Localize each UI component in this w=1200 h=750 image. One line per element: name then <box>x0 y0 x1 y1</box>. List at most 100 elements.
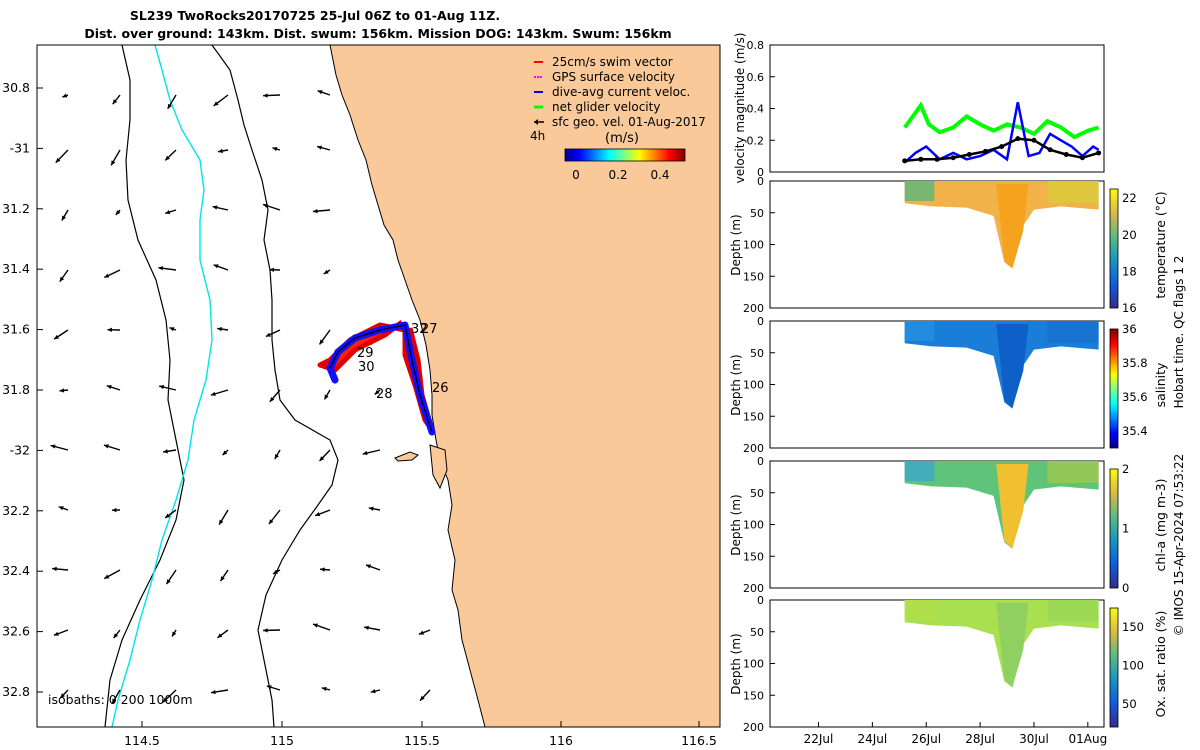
velocity-arrowhead <box>269 267 275 272</box>
section-y-tick-label: 100 <box>743 519 764 532</box>
velocity-point <box>902 158 908 164</box>
velocity-arrowhead <box>319 339 324 345</box>
section-y-tick-label: 150 <box>743 550 764 563</box>
velocity-arrowhead <box>320 567 325 572</box>
velocity-arrowhead <box>321 686 327 692</box>
section-panel: 0 50 100 150 200 Depth (m) 35.4 35.6 35.8 36 salin… <box>729 315 1168 455</box>
velocity-point <box>950 155 956 161</box>
velocity-y-tick-label: 0 <box>757 166 764 179</box>
velocity-arrowhead <box>165 513 171 518</box>
velocity-arrowhead <box>269 396 275 402</box>
velocity-arrowhead <box>217 633 223 638</box>
track-label: 28 <box>376 387 393 402</box>
time-tick-label: 24Jul <box>857 732 887 746</box>
velocity-arrowhead <box>60 693 66 698</box>
colorbar-tick-label: 100 <box>1122 659 1144 673</box>
velocity-arrowhead <box>172 631 177 637</box>
section-surface-patch <box>1047 600 1099 622</box>
map-legend: 25cm/s swim vector GPS surface velocity … <box>530 55 706 182</box>
velocity-arrowhead <box>324 394 329 400</box>
legend-time-label: 4h <box>530 129 545 143</box>
section-y-tick-label: 100 <box>743 379 764 392</box>
velocity-arrowhead <box>274 454 279 459</box>
velocity-arrowhead <box>212 205 218 210</box>
island-shape <box>429 444 448 490</box>
legend-entry: GPS surface velocity <box>534 70 675 84</box>
section-y-tick-label: 200 <box>743 721 764 734</box>
isobath-1000m <box>104 45 185 727</box>
colorbar-tick-label: 18 <box>1122 264 1137 278</box>
section-ylabel: Depth (m) <box>729 354 743 415</box>
land-mass <box>329 45 720 727</box>
velocity-arrowhead <box>165 155 170 161</box>
colorbar-tick-label: 35.8 <box>1122 356 1148 370</box>
velocity-arrowhead <box>165 209 171 215</box>
section-y-tick-label: 0 <box>757 594 764 607</box>
velocity-point <box>999 144 1005 150</box>
colorbar-tick-label: 35.4 <box>1122 424 1148 438</box>
velocity-arrowhead <box>272 146 278 152</box>
velocity-arrowhead <box>263 93 268 98</box>
legend-entry: sfc geo. vel. 01-Aug-2017 <box>534 115 706 129</box>
velocity-y-axis: 0 0.2 0.4 0.6 0.8 <box>747 39 775 179</box>
map-x-tick-label: 116.5 <box>681 733 717 748</box>
chart-title-line2: Dist. over ground: 143km. Dist. swum: 15… <box>84 26 671 41</box>
map-x-tick-label: 116 <box>549 733 573 748</box>
velocity-arrowhead <box>167 103 172 109</box>
section-y-tick-label: 50 <box>750 207 764 220</box>
map-y-tick-label: 31.8 <box>2 382 30 397</box>
velocity-arrowhead <box>262 203 268 208</box>
colorbar-tick-label: 20 <box>1122 228 1137 242</box>
section-core <box>996 324 1029 408</box>
map-y-tick-label: -31 <box>10 140 30 155</box>
velocity-point <box>1096 150 1102 156</box>
velocity-arrowhead <box>366 564 371 569</box>
imos-stamp: © IMOS 15-Apr-2024 07:53:22 <box>1172 454 1186 637</box>
track-label: 30 <box>358 360 375 375</box>
velocity-arrowhead <box>313 623 318 628</box>
velocity-arrowhead <box>265 332 271 337</box>
velocity-y-tick-label: 0.4 <box>747 103 765 116</box>
velocity-point <box>1079 155 1085 161</box>
velocity-ylabel: velocity magnitude (m/s) <box>733 33 747 184</box>
map-frame <box>36 44 721 728</box>
velocity-arrowhead <box>219 519 224 525</box>
velocity-series <box>902 101 1102 164</box>
chart-title-line1: SL239 TwoRocks20170725 25-Jul 06Z to 01-… <box>130 8 500 23</box>
section-colorbar <box>1109 607 1119 728</box>
section-core <box>996 184 1029 268</box>
velocity-arrowhead <box>418 630 424 635</box>
legend-entry: net glider velocity <box>534 100 660 114</box>
section-core <box>996 603 1029 687</box>
map-y-tick-label: -32 <box>10 442 30 457</box>
legend-label: 25cm/s swim vector <box>552 55 673 69</box>
velocity-arrowhead <box>113 633 119 639</box>
velocity-arrowhead <box>368 506 374 511</box>
section-surface-patch <box>1047 181 1099 203</box>
velocity-arrowhead <box>106 385 112 390</box>
velocity-arrowhead <box>112 698 117 704</box>
colorbar-label: salinity <box>1153 362 1168 407</box>
velocity-arrowhead <box>112 99 118 105</box>
map-y-tick-label: 31.4 <box>2 261 30 276</box>
velocity-y-tick-label: 0.6 <box>747 71 765 84</box>
section-y-tick-label: 200 <box>743 302 764 315</box>
velocity-point <box>1015 136 1021 142</box>
section-surface-patch <box>1047 461 1099 483</box>
speed-colorbar <box>564 148 686 162</box>
velocity-point <box>982 148 988 154</box>
time-x-axis: 22Jul 24Jul 26Jul 28Jul 30Jul 01Aug <box>804 722 1107 746</box>
map-x-tick-label: 115.5 <box>404 733 440 748</box>
colorbar-tick-label: 35.6 <box>1122 390 1148 404</box>
section-surface-patch <box>904 321 935 341</box>
velocity-arrowhead <box>210 689 216 695</box>
map-y-tick-label: 31.2 <box>2 201 30 216</box>
section-y-tick-label: 0 <box>757 455 764 468</box>
velocity-point <box>1063 152 1069 158</box>
velocity-arrowhead <box>364 625 369 631</box>
map-x-tick-label: 114.5 <box>124 733 160 748</box>
section-colorbar <box>1109 188 1119 309</box>
colorbar-label: Ox. sat. ratio (%) <box>1153 611 1168 718</box>
map-y-tick-label: 30.8 <box>2 80 30 95</box>
